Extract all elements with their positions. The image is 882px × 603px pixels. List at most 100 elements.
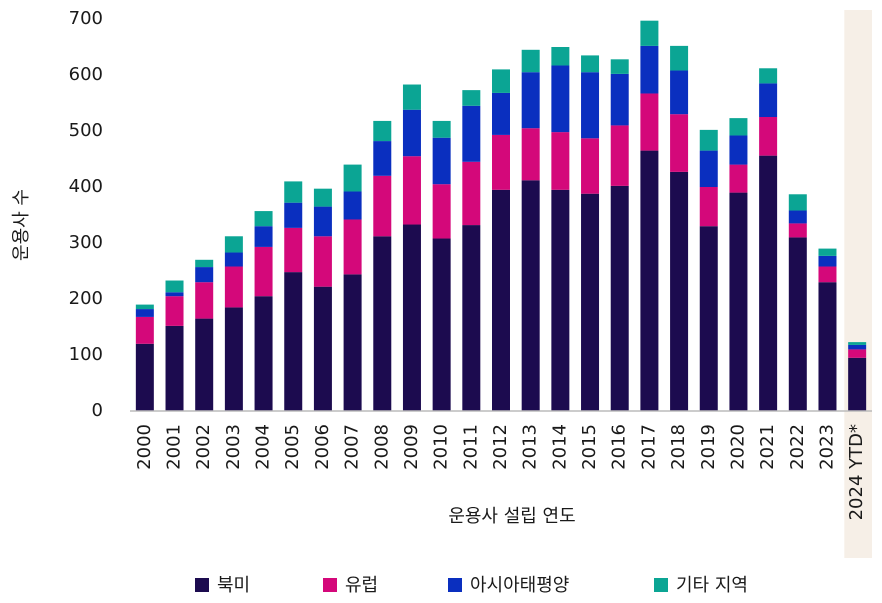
- x-tick-label: 2018: [668, 424, 689, 470]
- bar-segment: [699, 129, 718, 151]
- bar-segment: [640, 45, 659, 94]
- bar-segment: [788, 223, 807, 238]
- bar-segment: [224, 252, 243, 267]
- bar-segment: [699, 226, 718, 411]
- bar-segment: [432, 184, 451, 239]
- bar-segment: [670, 70, 689, 115]
- bar-segment: [788, 210, 807, 224]
- bar-segment: [254, 296, 273, 411]
- bar-segment: [818, 266, 837, 283]
- y-tick-label: 600: [69, 64, 103, 85]
- bar-segment: [432, 137, 451, 185]
- y-axis-label: 운용사 수: [11, 189, 32, 261]
- bar-segment: [313, 236, 332, 287]
- legend-swatch: [323, 578, 337, 592]
- bar-segment: [402, 84, 421, 110]
- x-tick-label: 2008: [371, 424, 392, 470]
- bar-segment: [551, 65, 570, 133]
- x-tick-label: 2003: [223, 424, 244, 470]
- bar-segment: [521, 180, 540, 411]
- bar-segment: [343, 274, 362, 411]
- bar-segment: [165, 280, 184, 293]
- bar-segment: [581, 72, 600, 139]
- bar-segment: [492, 189, 510, 411]
- bar-segment: [759, 83, 778, 117]
- x-tick-label: 2022: [787, 424, 808, 470]
- x-tick-label: 2009: [401, 424, 422, 470]
- bar-segment: [848, 349, 867, 358]
- bar-segment: [581, 55, 600, 73]
- bar-segment: [492, 134, 510, 190]
- bar-segment: [759, 117, 778, 156]
- bar-segment: [402, 156, 421, 225]
- bar-segment: [521, 72, 540, 129]
- bar-segment: [195, 282, 214, 319]
- bar-segment: [135, 316, 154, 344]
- bar-segment: [670, 114, 689, 172]
- bar-segment: [402, 109, 421, 157]
- x-tick-label: 2004: [253, 424, 274, 470]
- bar-segment: [284, 181, 303, 203]
- x-tick-label: 2017: [638, 424, 659, 470]
- bar-segment: [195, 259, 214, 268]
- bar-segment: [640, 150, 659, 411]
- bar-segment: [818, 255, 837, 267]
- x-tick-label: 2000: [134, 424, 155, 470]
- bar-segment: [165, 296, 184, 326]
- bar-segment: [581, 138, 600, 194]
- bar-segment: [818, 282, 837, 411]
- y-tick-label: 200: [69, 288, 103, 309]
- bar-segment: [165, 292, 184, 297]
- x-tick-label: 2016: [609, 424, 630, 470]
- bar-segment: [848, 342, 867, 345]
- bar-segment: [581, 193, 600, 411]
- bar-segment: [551, 47, 570, 66]
- bar-segment: [254, 226, 273, 247]
- bar-segment: [551, 132, 570, 190]
- bar-segment: [492, 92, 510, 135]
- bar-segment: [254, 211, 273, 227]
- bar-segment: [610, 185, 629, 411]
- bar-segment: [699, 187, 718, 227]
- bar-segment: [729, 192, 748, 411]
- bar-segment: [699, 150, 718, 187]
- bar-segment: [462, 225, 481, 411]
- bar-segment: [135, 304, 154, 310]
- x-tick-label: 2011: [460, 424, 481, 470]
- x-tick-label: 2001: [164, 424, 185, 470]
- x-axis-label: 운용사 설립 연도: [448, 506, 575, 527]
- x-tick-label: 2013: [520, 424, 541, 470]
- legend-label: 아시아태평양: [470, 575, 569, 596]
- x-tick-label: 2010: [431, 424, 452, 470]
- highlight-band: [844, 10, 872, 558]
- bar-segment: [670, 45, 689, 71]
- bar-segment: [432, 120, 451, 138]
- bar-segment: [284, 202, 303, 228]
- bar-segment: [521, 49, 540, 73]
- legend-label: 북미: [217, 575, 250, 596]
- bar-segment: [165, 325, 184, 411]
- y-tick-label: 0: [92, 400, 103, 421]
- y-tick-label: 500: [69, 120, 103, 141]
- y-tick-label: 700: [69, 8, 103, 29]
- x-tick-label: 2006: [312, 424, 333, 470]
- bar-segment: [432, 238, 451, 411]
- x-tick-label: 2019: [698, 424, 719, 470]
- bar-segment: [670, 171, 689, 411]
- bar-segment: [224, 236, 243, 253]
- x-tick-label: 2015: [579, 424, 600, 470]
- x-tick-label: 2023: [816, 424, 837, 470]
- bar-segment: [729, 135, 748, 165]
- y-tick-label: 300: [69, 232, 103, 253]
- bar-segment: [729, 164, 748, 193]
- legend-label: 기타 지역: [676, 575, 748, 596]
- bar-segment: [284, 272, 303, 411]
- bar-segment: [610, 125, 629, 186]
- legend-swatch: [654, 578, 668, 592]
- bar-segment: [462, 161, 481, 226]
- legend-label: 유럽: [345, 575, 378, 596]
- bar-segment: [402, 224, 421, 411]
- bar-segment: [373, 120, 392, 142]
- x-tick-label: 2021: [757, 424, 778, 470]
- bar-segment: [135, 309, 154, 317]
